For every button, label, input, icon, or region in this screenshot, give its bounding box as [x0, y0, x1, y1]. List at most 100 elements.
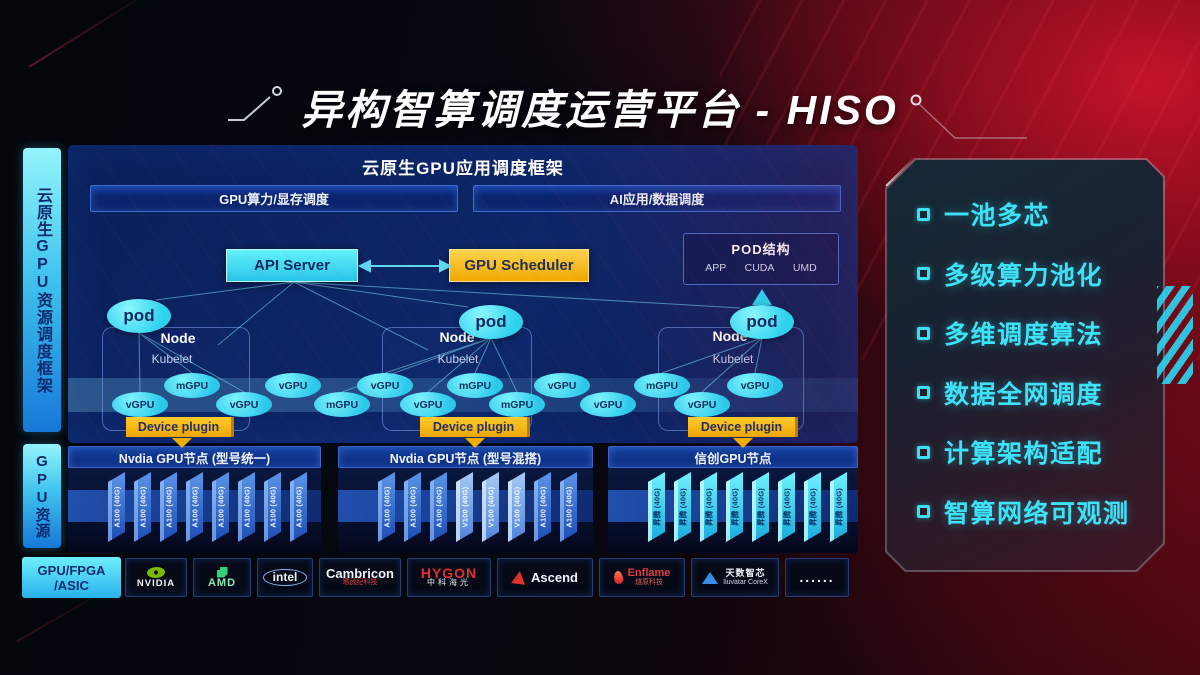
gpu-card: A100 (40G): [534, 472, 551, 542]
vendor-box-ascend: Ascend: [497, 558, 593, 597]
vendor-subtitle: 寒武纪科技: [342, 579, 378, 586]
gpu-card: 昇腾 (40G): [674, 472, 691, 542]
vendor-box-hygon: HYGON 中科海光: [407, 558, 491, 597]
vgpu-ellipse: vGPU: [580, 392, 636, 417]
feature-label: 多维调度算法: [944, 321, 1104, 350]
vgpu-ellipse: vGPU: [400, 392, 456, 417]
vgpu-ellipse: vGPU: [727, 373, 783, 398]
pod-structure-layers: APP CUDA UMD: [684, 258, 838, 274]
mgpu-ellipse: mGPU: [489, 392, 545, 417]
square-bullet-icon: [917, 446, 930, 459]
gpu-card: 昇腾 (40G): [778, 472, 795, 542]
gpu-card: A100 (40G): [186, 472, 203, 542]
feature-label: 智算网络可观测: [944, 499, 1130, 528]
pod-ellipse-1: pod: [107, 299, 171, 333]
feature-label: 多级算力池化: [944, 261, 1104, 290]
vendor-box-amd: AMD: [193, 558, 251, 597]
ascend-logo-icon: [511, 570, 527, 585]
device-plugin-box-3: Device plugin: [688, 417, 798, 437]
page-title: 异构智算调度运营平台 - HISO: [301, 87, 899, 133]
scheduler-framework-panel: 云原生GPU应用调度框架 GPU算力/显存调度 AI应用/数据调度 API Se…: [68, 145, 858, 448]
gpu-card: A100 (40G): [160, 472, 177, 542]
vendor-name: Enflame: [627, 567, 671, 579]
feature-item: 一池多芯: [917, 196, 1153, 232]
vendor-name: AMD: [207, 576, 237, 589]
device-plugin-box-1: Device plugin: [126, 417, 234, 437]
vendor-text: 天数智芯 Iluvatar CoreX: [723, 568, 768, 587]
hazard-stripes-decoration: [1157, 286, 1193, 384]
feature-item: 多级算力池化: [917, 256, 1153, 292]
square-bullet-icon: [917, 327, 930, 340]
vendor-name: 天数智芯: [725, 568, 766, 578]
sidebar-gpu-resource-label: GPU资源: [33, 453, 51, 539]
gpu-card: 昇腾 (40G): [726, 472, 743, 542]
vendor-name: HYGON: [420, 565, 478, 581]
enflame-logo-icon: [612, 570, 624, 585]
pod-layer: APP: [705, 262, 727, 274]
framework-header: 云原生GPU应用调度框架: [362, 159, 564, 178]
sidebar-framework-bar: 云原生GPU资源调度框架: [23, 148, 61, 432]
feature-label: 计算架构适配: [944, 440, 1104, 469]
sidebar-framework-label: 云原生GPU资源调度框架: [34, 186, 51, 394]
pod-layer: UMD: [792, 262, 817, 274]
feature-item: 多维调度算法: [917, 315, 1153, 351]
connection-lines: [138, 259, 772, 448]
pod-structure-title: POD结构: [731, 242, 791, 257]
vendor-box-enflame: Enflame 燧原科技: [599, 558, 685, 597]
vendor-box-nvidia: NVIDIA: [125, 558, 187, 597]
hardware-line-2: /ASIC: [54, 577, 89, 593]
ai-data-scheduling-bar: AI应用/数据调度: [473, 185, 841, 212]
kubelet-label-2: Kubelet: [437, 352, 479, 366]
gpu-card: 昇腾 (40G): [700, 472, 717, 542]
vendor-text: ......: [799, 570, 834, 584]
gpu-card: A100 (40G): [378, 472, 395, 542]
gpu-card: A100 (40G): [212, 472, 229, 542]
gpu-card: 昇腾 (40G): [648, 472, 665, 542]
gpu-card: A100 (40G): [108, 472, 125, 542]
vendor-text: Enflame 燧原科技: [628, 568, 671, 587]
square-bullet-icon: [917, 386, 930, 399]
vendor-subtitle: Iluvatar CoreX: [723, 579, 768, 586]
vgpu-ellipse: vGPU: [674, 392, 730, 417]
vendor-text: Cambricon 寒武纪科技: [326, 566, 394, 587]
feature-panel-frame: 一池多芯多级算力池化 多维调度算法 数据全网调度 计算架构适配 智算网络可观测: [885, 158, 1165, 572]
background-streak-topleft: [28, 0, 158, 68]
kubelet-label-1: Kubelet: [151, 352, 193, 366]
title-right-circuit-decoration: [910, 94, 1027, 139]
vendor-text: NVIDIA: [137, 578, 175, 589]
vgpu-ellipse: vGPU: [216, 392, 272, 417]
title-left-circuit-decoration: [228, 86, 282, 121]
amd-logo-icon: [216, 566, 228, 578]
pod-structure-box: POD结构 APP CUDA UMD: [683, 233, 839, 285]
pod-ellipse-2: pod: [459, 305, 523, 339]
mgpu-ellipse: mGPU: [314, 392, 370, 417]
iluvatar-logo-icon: [702, 571, 719, 584]
feature-list: 一池多芯多级算力池化 多维调度算法 数据全网调度 计算架构适配 智算网络可观测: [887, 160, 1163, 570]
vendor-name: Ascend: [531, 570, 578, 585]
feature-item: 数据全网调度: [917, 375, 1153, 411]
gpu-compute-scheduling-bar: GPU算力/显存调度: [90, 185, 458, 212]
vgpu-ellipse: vGPU: [265, 373, 321, 398]
feature-item: 计算架构适配: [917, 434, 1153, 470]
gpu-card: A100 (40G): [264, 472, 281, 542]
gpu-card: V100 (40G): [456, 472, 473, 542]
vendor-box-iluvatar: 天数智芯 Iluvatar CoreX: [691, 558, 779, 597]
feature-item: 智算网络可观测: [917, 494, 1153, 530]
vendor-text: HYGON 中科海光: [420, 565, 478, 587]
hardware-type-box: GPU/FPGA /ASIC: [22, 557, 121, 598]
gpu-node-section-title: 信创GPU节点: [608, 446, 858, 468]
gpu-node-section-uniform: Nvdia GPU节点 (型号统一) A100 (40G) A100 (40G) A…: [68, 446, 321, 553]
square-bullet-icon: [917, 208, 930, 221]
gpu-card: A100 (40G): [430, 472, 447, 542]
vendor-name: Cambricon: [326, 566, 394, 581]
vendor-box-more: ......: [785, 558, 849, 597]
hardware-line-1: GPU/FPGA: [37, 562, 106, 578]
gpu-node-section-title: Nvdia GPU节点 (型号统一): [68, 446, 321, 468]
vendor-logo-row: NVIDIA AMD intel Cambricon 寒武纪科技 HYGON 中科海光 Asc…: [125, 558, 858, 598]
gpu-scheduler-box: GPU Scheduler: [449, 249, 589, 282]
gpu-card: A100 (40G): [560, 472, 577, 542]
nvidia-logo-icon: [147, 566, 165, 578]
vendor-box-intel: intel: [257, 558, 313, 597]
feature-label: 数据全网调度: [944, 380, 1104, 409]
